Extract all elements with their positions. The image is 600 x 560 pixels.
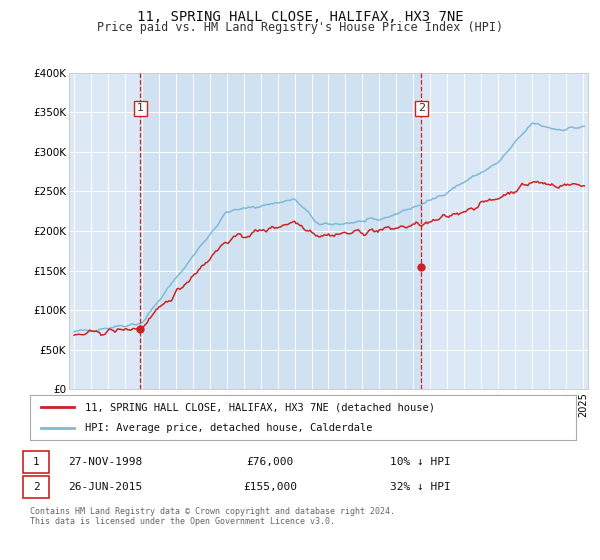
Text: HPI: Average price, detached house, Calderdale: HPI: Average price, detached house, Cald… (85, 423, 372, 433)
Text: 2: 2 (32, 482, 40, 492)
Text: 27-NOV-1998: 27-NOV-1998 (68, 457, 142, 467)
Text: 1: 1 (137, 104, 144, 113)
Text: 11, SPRING HALL CLOSE, HALIFAX, HX3 7NE (detached house): 11, SPRING HALL CLOSE, HALIFAX, HX3 7NE … (85, 402, 434, 412)
Text: 1: 1 (32, 457, 40, 467)
Text: Contains HM Land Registry data © Crown copyright and database right 2024.: Contains HM Land Registry data © Crown c… (30, 507, 395, 516)
Text: Price paid vs. HM Land Registry's House Price Index (HPI): Price paid vs. HM Land Registry's House … (97, 21, 503, 34)
Text: 26-JUN-2015: 26-JUN-2015 (68, 482, 142, 492)
Text: £155,000: £155,000 (243, 482, 297, 492)
Bar (140, 73, 421, 389)
Text: £76,000: £76,000 (247, 457, 293, 467)
Text: This data is licensed under the Open Government Licence v3.0.: This data is licensed under the Open Gov… (30, 517, 335, 526)
Text: 32% ↓ HPI: 32% ↓ HPI (389, 482, 451, 492)
Text: 11, SPRING HALL CLOSE, HALIFAX, HX3 7NE: 11, SPRING HALL CLOSE, HALIFAX, HX3 7NE (137, 10, 463, 24)
Text: 2: 2 (418, 104, 425, 113)
Text: 10% ↓ HPI: 10% ↓ HPI (389, 457, 451, 467)
